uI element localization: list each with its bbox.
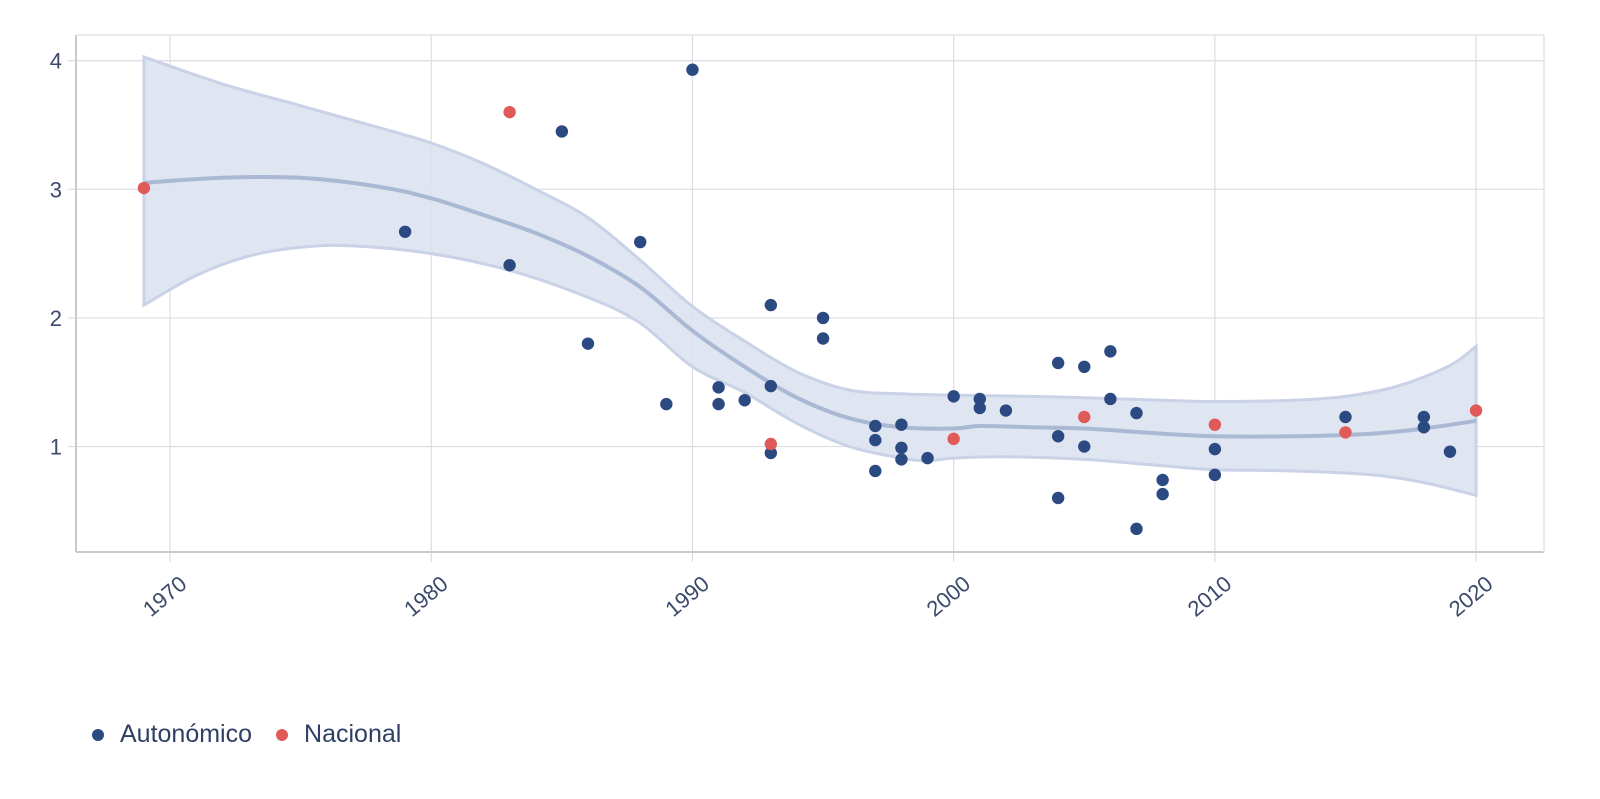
data-point-nacional[interactable] [1208,418,1222,431]
data-point-autonomico[interactable] [869,464,882,478]
data-point-autonomico[interactable] [1156,473,1169,487]
data-point-autonomico[interactable] [816,332,830,345]
plot-frame [75,34,1545,553]
data-point-autonomico[interactable] [581,337,595,350]
data-point-autonomico[interactable] [503,259,516,272]
data-point-autonomico[interactable] [973,392,986,406]
data-point-autonomico[interactable] [1130,406,1143,420]
data-points [137,63,1483,536]
data-point-autonomico[interactable] [398,225,412,238]
data-point-nacional[interactable] [947,432,960,446]
y-tick-label: 1 [50,435,62,460]
x-tick-label: 1990 [660,571,714,622]
confidence-band-area [142,54,1478,498]
data-point-autonomico[interactable] [712,397,725,411]
data-point-autonomico[interactable] [1156,487,1169,501]
data-point-autonomico[interactable] [1417,421,1431,434]
data-point-autonomico[interactable] [764,298,778,312]
x-tick-label: 1980 [399,571,453,622]
legend-item-nacional[interactable]: Nacional [276,720,401,749]
legend-label-nacional: Nacional [304,720,402,748]
trend-line-path [143,174,1477,439]
data-point-autonomico[interactable] [1051,491,1065,505]
y-tick-label: 2 [50,306,62,331]
legend-marker-nacional [276,728,289,741]
data-point-autonomico[interactable] [634,235,647,249]
data-point-autonomico[interactable] [1417,410,1431,424]
x-tick-label: 1970 [138,571,192,622]
data-point-autonomico[interactable] [1078,440,1091,453]
data-point-autonomico[interactable] [555,125,569,138]
data-point-autonomico[interactable] [1078,360,1091,374]
data-point-autonomico[interactable] [895,453,908,466]
legend: Autonómico Nacional [92,720,425,749]
x-axis-ticks: 1970 1980 1990 2000 2010 2020 [138,571,1498,622]
x-tick-label: 2020 [1444,571,1498,622]
data-point-autonomico[interactable] [1051,356,1065,370]
x-tick-label: 2000 [922,571,976,622]
data-point-autonomico[interactable] [869,419,882,433]
data-point-autonomico[interactable] [895,441,908,455]
data-point-autonomico[interactable] [660,397,673,411]
confidence-band [142,54,1478,498]
data-point-autonomico[interactable] [686,63,699,76]
data-point-autonomico[interactable] [999,404,1013,417]
data-point-nacional[interactable] [1469,404,1483,417]
data-point-nacional[interactable] [137,181,151,195]
legend-marker-autonomico [92,728,104,741]
data-point-nacional[interactable] [1078,410,1091,424]
data-point-autonomico[interactable] [1208,442,1222,456]
data-point-autonomico[interactable] [1051,430,1065,443]
trend-line [143,174,1477,439]
legend-label-autonomico: Autonómico [120,720,253,748]
data-point-autonomico[interactable] [764,446,778,460]
data-point-autonomico[interactable] [1443,445,1457,458]
x-tick-label: 2010 [1183,571,1237,622]
data-point-autonomico[interactable] [1130,522,1143,536]
data-point-nacional[interactable] [503,105,516,119]
data-point-autonomico[interactable] [973,401,986,415]
data-point-nacional[interactable] [1339,426,1352,439]
data-point-autonomico[interactable] [1104,345,1117,358]
y-tick-label: 4 [50,49,62,74]
data-point-autonomico[interactable] [712,381,725,394]
data-point-autonomico[interactable] [895,418,908,431]
y-axis-ticks: 1 2 3 4 [50,49,62,460]
data-point-autonomico[interactable] [1104,392,1117,406]
data-point-autonomico[interactable] [921,451,934,465]
y-tick-label: 3 [50,177,62,202]
data-point-autonomico[interactable] [816,311,830,325]
data-point-autonomico[interactable] [869,433,882,447]
data-point-autonomico[interactable] [947,390,960,403]
gridlines [68,35,1544,562]
data-point-nacional[interactable] [764,437,778,451]
data-point-autonomico[interactable] [738,394,751,407]
data-point-autonomico[interactable] [1339,410,1352,424]
data-point-autonomico[interactable] [764,379,778,393]
data-point-autonomico[interactable] [1208,468,1222,482]
legend-item-autonomico[interactable]: Autonómico [92,720,252,749]
